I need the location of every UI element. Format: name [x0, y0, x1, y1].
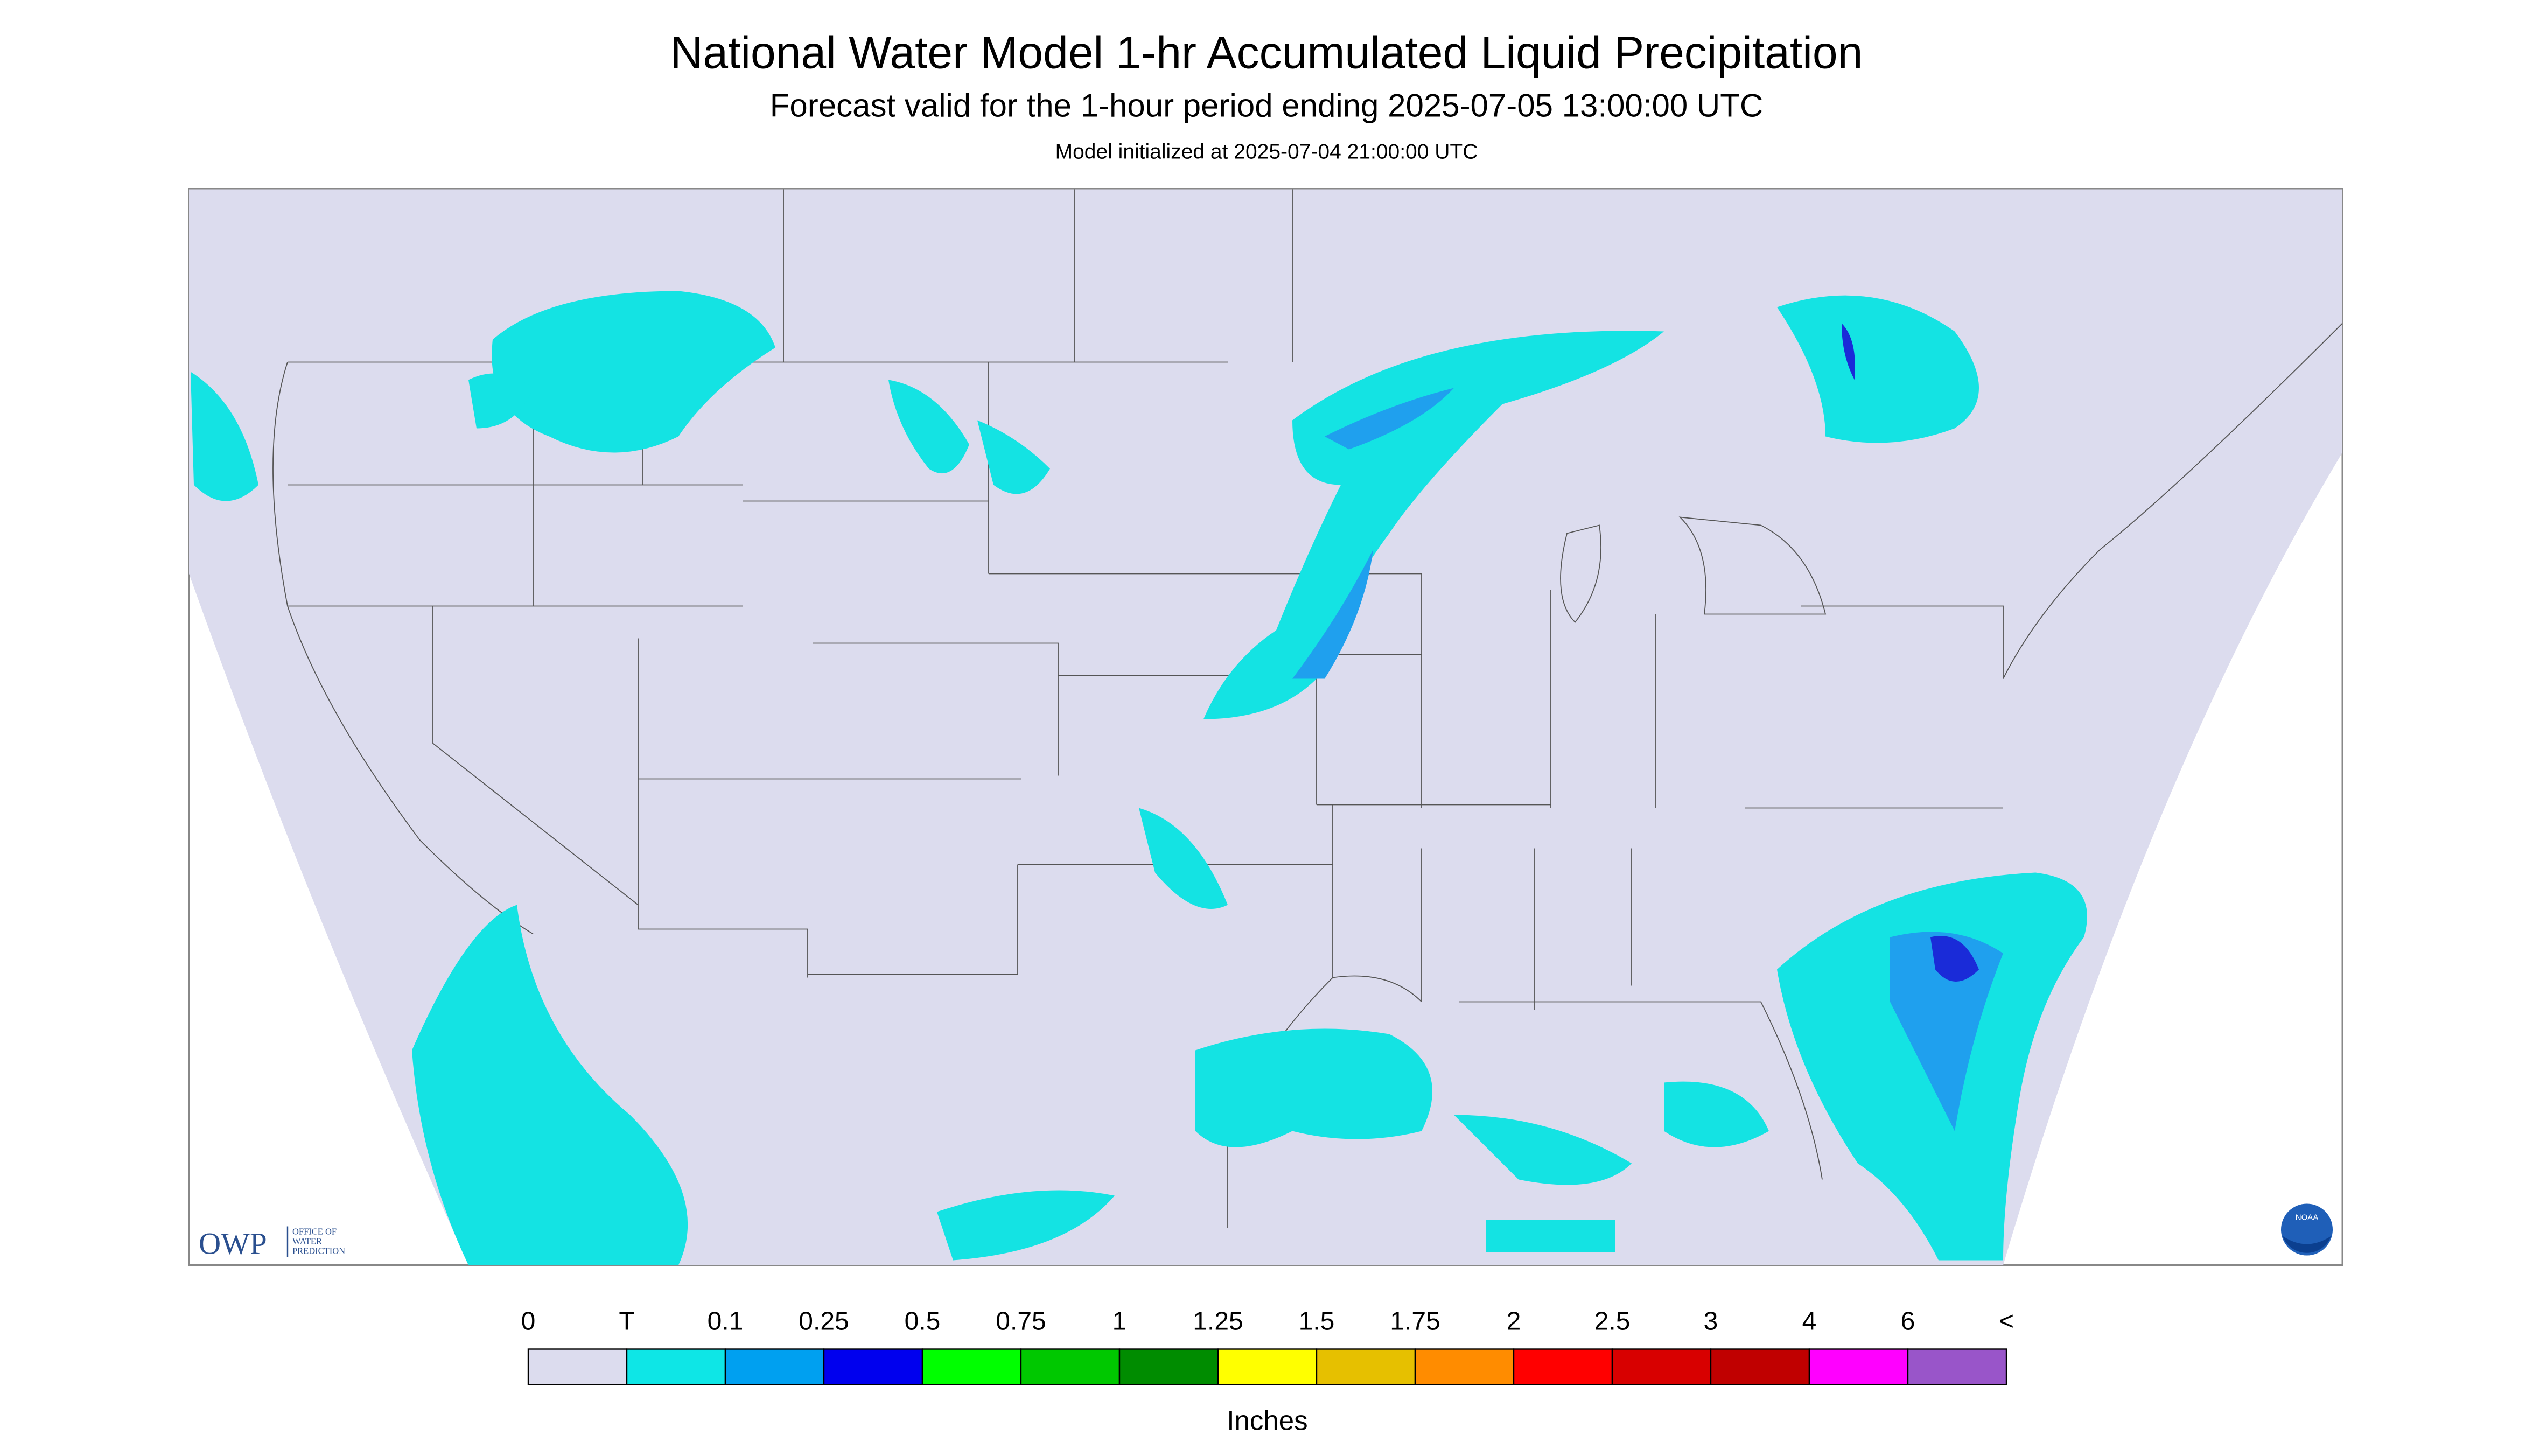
legend-label: T	[619, 1307, 634, 1336]
legend-swatch	[823, 1348, 923, 1385]
legend-label: 1.75	[1390, 1307, 1440, 1336]
legend-swatch	[1316, 1348, 1416, 1385]
legend-label: 4	[1802, 1307, 1817, 1336]
legend-label: 2.5	[1594, 1307, 1631, 1336]
legend-label: 0.75	[996, 1307, 1046, 1336]
legend-swatch	[626, 1348, 726, 1385]
legend-label: 0	[521, 1307, 536, 1336]
precipitation-areas	[191, 291, 2087, 1265]
owp-logo-line: PREDICTION	[292, 1246, 345, 1256]
legend: 0 T 0.1 0.25 0.5 0.75 1 1.25 1.5 1.75 2 2.5 3 4 6 < Inch…	[521, 1307, 2014, 1436]
legend-label: 6	[1901, 1307, 1915, 1336]
legend-label: 0.25	[799, 1307, 849, 1336]
legend-swatch	[1808, 1348, 1909, 1385]
legend-swatch	[921, 1348, 1022, 1385]
owp-logo-text: OWP	[199, 1227, 267, 1261]
legend-swatch	[1118, 1348, 1219, 1385]
legend-swatch	[1907, 1348, 2007, 1385]
legend-label: 1.5	[1299, 1307, 1335, 1336]
legend-label: 0.5	[905, 1307, 941, 1336]
owp-logo: OWP OFFICE OF WATER PREDICTION	[199, 1226, 345, 1261]
legend-swatch	[724, 1348, 825, 1385]
noaa-logo: NOAA	[2281, 1203, 2333, 1256]
legend-label: 2	[1507, 1307, 1521, 1336]
legend-unit: Inches	[1227, 1405, 1307, 1436]
legend-label: 1	[1112, 1307, 1127, 1336]
legend-swatch	[1020, 1348, 1121, 1385]
legend-label: <	[1999, 1307, 2014, 1336]
legend-swatch	[1611, 1348, 1712, 1385]
legend-label: 3	[1704, 1307, 1718, 1336]
map: OWP OFFICE OF WATER PREDICTION NOAA	[188, 188, 2343, 1266]
noaa-logo-text: NOAA	[2296, 1213, 2319, 1222]
legend-swatch	[527, 1348, 628, 1385]
legend-label: 1.25	[1193, 1307, 1243, 1336]
legend-swatch	[1414, 1348, 1515, 1385]
owp-logo-line: OFFICE OF	[292, 1227, 337, 1237]
init-time: Model initialized at 2025-07-04 21:00:00…	[1055, 141, 1478, 164]
legend-swatch	[1217, 1348, 1318, 1385]
owp-logo-line: WATER	[292, 1236, 322, 1247]
legend-swatch	[1710, 1348, 1810, 1385]
legend-swatch	[1513, 1348, 1613, 1385]
legend-label: 0.1	[708, 1307, 744, 1336]
title: National Water Model 1-hr Accumulated Li…	[670, 27, 1863, 78]
subtitle: Forecast valid for the 1-hour period end…	[770, 88, 1763, 124]
